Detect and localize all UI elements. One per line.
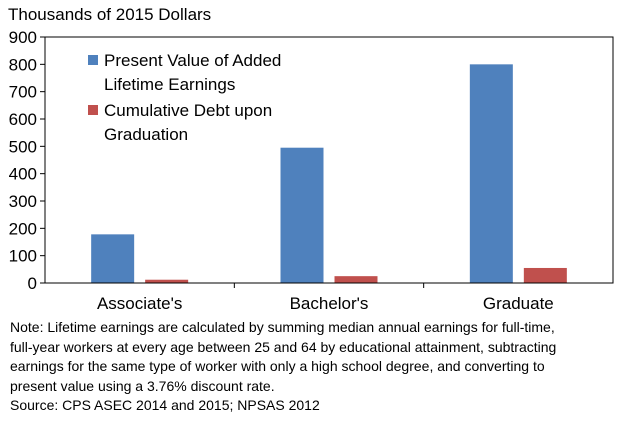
bar-lifetime-earnings	[469, 64, 513, 283]
plot-area-frame	[44, 36, 614, 284]
bar-lifetime-earnings	[91, 234, 135, 283]
bar-chart: Thousands of 2015 Dollars 0 100 200 300 400 5…	[8, 5, 614, 313]
y-tick-label: 900	[9, 28, 37, 47]
y-tick-label: 400	[9, 165, 37, 184]
bar-cumulative-debt	[334, 276, 378, 283]
note-block: Note: Lifetime earnings are calculated b…	[10, 318, 618, 416]
y-tick-label: 300	[9, 192, 37, 211]
bars	[91, 64, 567, 283]
note-line: present value using a 3.76% discount rat…	[10, 377, 275, 394]
y-tick-label: 700	[9, 83, 37, 102]
y-tick-label: 200	[9, 219, 37, 238]
y-axis-ticks: 0 100 200 300 400 500 600 700 800 900	[9, 28, 45, 293]
legend: Present Value of Added Lifetime Earnings C…	[88, 51, 281, 144]
y-tick-label: 0	[28, 274, 37, 293]
y-tick-label: 100	[9, 247, 37, 266]
y-axis-title: Thousands of 2015 Dollars	[8, 5, 211, 24]
y-tick-label: 500	[9, 137, 37, 156]
y-tick-label: 800	[9, 55, 37, 74]
bar-cumulative-debt	[523, 267, 567, 283]
legend-swatch	[88, 55, 98, 65]
note-line: full-year workers at every age between 2…	[10, 338, 557, 355]
x-tick-label: Bachelor's	[290, 294, 369, 313]
bar-cumulative-debt	[145, 279, 189, 283]
source-line: Source: CPS ASEC 2014 and 2015; NPSAS 20…	[10, 397, 320, 414]
x-axis-ticks: Associate's Bachelor's Graduate	[97, 283, 554, 313]
x-tick-label: Associate's	[97, 294, 182, 313]
legend-swatch	[88, 105, 98, 115]
y-tick-label: 600	[9, 110, 37, 129]
note-line: earnings for the same type of worker wit…	[10, 358, 545, 375]
legend-label: Cumulative Debt upon Graduation	[104, 101, 272, 144]
legend-label: Present Value of Added Lifetime Earnings	[104, 51, 281, 94]
x-tick-label: Graduate	[483, 294, 554, 313]
bar-lifetime-earnings	[280, 147, 324, 283]
note-line: Note: Lifetime earnings are calculated b…	[10, 319, 555, 335]
